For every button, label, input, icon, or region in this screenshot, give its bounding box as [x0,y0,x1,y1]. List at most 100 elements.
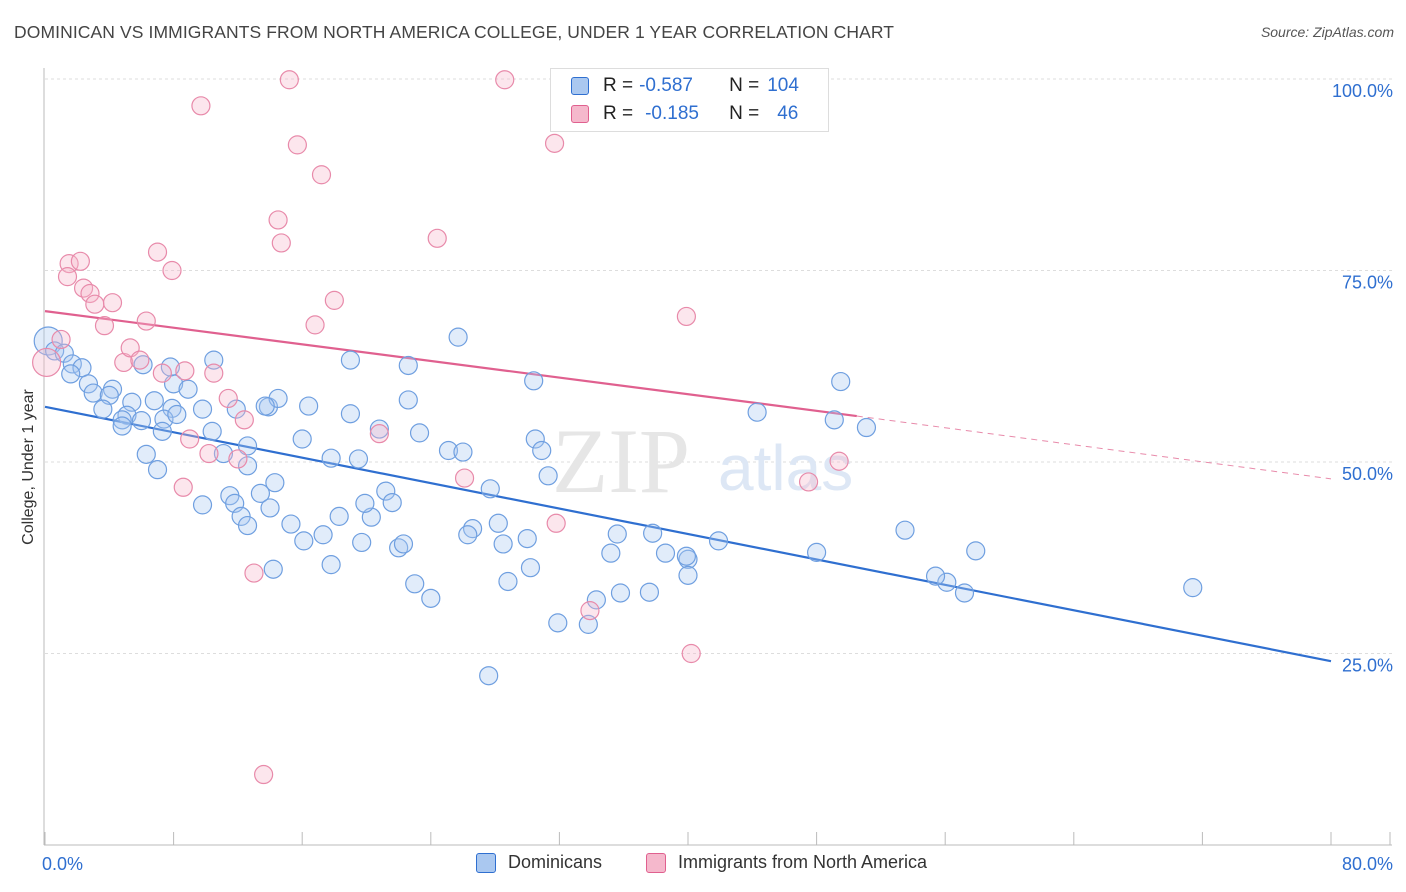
point-immigrants [829,451,849,471]
point-dominicans [376,481,396,501]
point-dominicans [676,546,696,566]
axis-layer [43,68,1392,846]
point-dominicans [78,374,99,394]
trendline-dominicans [44,405,1332,663]
point-dominicans [480,479,500,499]
point-dominicans [479,666,499,686]
chart-title: DOMINICAN VS IMMIGRANTS FROM NORTH AMERI… [14,22,895,42]
legend-item-immigrants[interactable]: Immigrants from North America [646,852,927,873]
point-immigrants [681,643,701,664]
point-dominicans [152,421,172,441]
point-immigrants [454,468,475,488]
pink-swatch [571,105,589,123]
stats-legend: R = -0.587 N = 104 R = -0.185 N = 46 [550,68,829,132]
point-immigrants [324,290,344,310]
point-dominicans [925,566,946,586]
point-dominicans [321,555,341,575]
point-immigrants [191,96,211,116]
point-dominicans [520,558,541,578]
grid-layer [45,78,1392,654]
point-dominicans [294,531,314,551]
point-dominicans [678,549,698,569]
point-dominicans [586,590,606,610]
point-dominicans [250,483,271,504]
pink-swatch [646,852,666,873]
point-immigrants [234,410,254,430]
point-dominicans [538,466,558,486]
point-dominicans [708,531,729,551]
point-dominicans [299,396,319,416]
point-dominicans [895,520,915,540]
point-immigrants [271,233,291,253]
y-tick-label: 50.0% [1342,464,1393,484]
point-immigrants [80,283,100,304]
point-immigrants [175,361,195,381]
points-layer [32,70,1203,785]
point-immigrants [152,363,172,383]
point-immigrants [544,133,565,153]
point-dominicans [824,410,844,430]
point-dominicans [393,534,414,554]
point-dominicans [292,429,312,449]
point-dominicans [369,419,389,439]
source-label: Source: ZipAtlas.com [1260,24,1394,40]
watermark-zip: ZIP [552,410,690,512]
point-dominicans [237,456,258,476]
point-dominicans [112,410,132,430]
point-immigrants [136,311,156,331]
legend-label-immigrants: Immigrants from North America [678,852,928,872]
point-immigrants [311,165,332,185]
point-dominicans [192,495,213,515]
point-dominicans [937,572,957,592]
point-dominicans [954,583,975,603]
point-dominicans [678,565,698,585]
n-value: 104 [767,75,799,96]
point-dominicans [313,525,333,545]
point-immigrants [676,306,696,327]
point-immigrants [228,449,248,469]
point-dominicans [204,350,224,370]
x-tick-label: 80.0% [1342,854,1393,874]
point-dominicans [112,416,132,436]
point-immigrants [287,135,307,155]
point-immigrants [57,267,78,287]
legend-item-dominicans[interactable]: Dominicans [476,852,602,873]
point-dominicans [340,404,361,424]
trend-layer [44,310,1332,663]
point-dominicans [532,440,552,461]
r-value: -0.185 [645,103,699,124]
point-dominicans [498,571,518,592]
point-dominicans [639,582,660,602]
point-dominicans [601,543,621,563]
point-dominicans [83,383,103,403]
point-dominicans [409,423,430,443]
point-dominicans [33,326,63,356]
point-immigrants [199,443,219,464]
point-immigrants [180,429,200,449]
point-dominicans [398,355,418,376]
y-tick-label: 100.0% [1332,81,1393,101]
point-dominicans [321,448,341,468]
point-dominicans [329,506,349,526]
point-immigrants [580,601,600,621]
point-dominicans [213,443,234,464]
legend-label-dominicans: Dominicans [508,852,603,872]
point-dominicans [548,613,568,633]
point-dominicans [167,404,187,425]
point-dominicans [493,534,513,554]
point-dominicans [355,493,375,513]
point-dominicans [178,379,198,399]
y-tick-label: 75.0% [1342,273,1393,293]
point-dominicans [192,399,213,419]
point-dominicans [398,390,418,410]
point-dominicans [154,409,174,429]
point-dominicans [340,350,361,370]
blue-swatch [476,852,496,873]
point-immigrants [70,251,90,271]
point-dominicans [348,449,369,469]
point-dominicans [202,421,222,441]
watermark-atlas: atlas [718,432,853,504]
point-immigrants [51,329,71,350]
point-dominicans [237,436,258,456]
